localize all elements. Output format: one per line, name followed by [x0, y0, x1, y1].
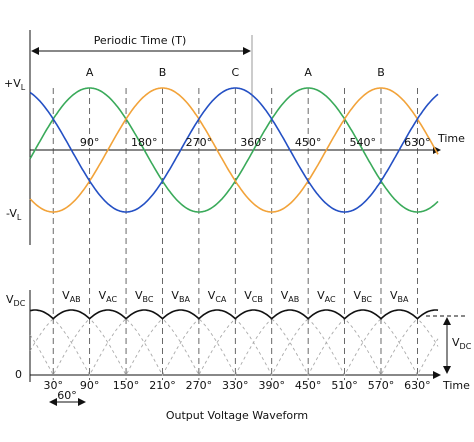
bottom-tick-label: 330°	[222, 379, 249, 392]
top-tick-label: 630°	[404, 136, 431, 149]
segment-label: VAB	[62, 289, 81, 304]
bottom-tick-label: 510°	[331, 379, 358, 392]
top-tick-label: 270°	[186, 136, 213, 149]
bottom-tick-label: 570°	[368, 379, 395, 392]
bottom-tick-label: 270°	[186, 379, 213, 392]
phase-wave	[29, 87, 439, 213]
y-neg-label-sub: L	[17, 213, 22, 222]
segment-label: VAC	[317, 289, 336, 304]
segment-label-main: V	[62, 289, 70, 302]
y-pos-label: +VL	[4, 77, 26, 92]
segment-label-main: V	[390, 289, 398, 302]
segment-label-sub: BC	[143, 295, 154, 304]
line-voltage-wave	[30, 309, 439, 376]
y-top-label-main: V	[6, 293, 14, 306]
dc-label-sub: DC	[460, 342, 472, 351]
phase-wave	[29, 87, 439, 213]
segment-label: VCB	[244, 289, 263, 304]
phase-label: B	[377, 66, 385, 79]
bottom-tick-label: 150°	[113, 379, 140, 392]
line-voltage-wave	[29, 309, 439, 376]
bottom-tick-label: 390°	[258, 379, 285, 392]
y-neg-label-main: -V	[6, 207, 17, 220]
segment-label-sub: BA	[397, 295, 408, 304]
phase-label: C	[231, 66, 239, 79]
segment-label-sub: AB	[288, 295, 299, 304]
phase-wave	[29, 87, 439, 213]
caption: Output Voltage Waveform	[166, 409, 308, 422]
segment-label-sub: CB	[252, 295, 263, 304]
segment-label-sub: AC	[106, 295, 117, 304]
bottom-tick-label: 630°	[404, 379, 431, 392]
bottom-tick-label: 30°	[43, 379, 63, 392]
segment-label: VBA	[171, 289, 190, 304]
bottom-tick-label: 210°	[149, 379, 176, 392]
bottom-tick-label: 450°	[295, 379, 322, 392]
y-top-label-sub: DC	[14, 299, 26, 308]
top-tick-label: 540°	[350, 136, 377, 149]
y-pos-label-main: +V	[4, 77, 21, 90]
line-voltage-wave	[29, 309, 439, 376]
period-label: Periodic Time (T)	[94, 34, 187, 47]
segment-label: VBA	[390, 289, 409, 304]
bottom-tick-label: 90°	[80, 379, 100, 392]
top-axis-label: Time	[437, 132, 465, 145]
phase-label: A	[304, 66, 312, 79]
zero-label: 0	[15, 368, 22, 381]
bottom-axis-label: Time	[442, 379, 470, 392]
segment-label-sub: CA	[215, 295, 227, 304]
segment-label: VAC	[99, 289, 118, 304]
segment-label: VBC	[354, 289, 373, 304]
segment-label-sub: AC	[325, 295, 336, 304]
segment-label-main: V	[317, 289, 325, 302]
segment-label-main: V	[99, 289, 107, 302]
dc-label: VDC	[452, 336, 472, 351]
segment-label-sub: BA	[179, 295, 190, 304]
top-tick-label: 360°	[240, 136, 267, 149]
interval-label: 60°	[57, 389, 77, 402]
top-tick-label: 90°	[80, 136, 100, 149]
segment-label-sub: AB	[70, 295, 81, 304]
dc-ripple	[29, 309, 439, 320]
segment-label-main: V	[354, 289, 362, 302]
top-tick-label: 450°	[295, 136, 322, 149]
segment-label-main: V	[171, 289, 179, 302]
y-pos-label-sub: L	[21, 83, 26, 92]
segment-label-main: V	[281, 289, 289, 302]
top-tick-label: 180°	[131, 136, 158, 149]
segment-label: VCA	[208, 289, 227, 304]
segment-label: VAB	[281, 289, 300, 304]
segment-label-sub: BC	[361, 295, 372, 304]
phase-label: B	[159, 66, 167, 79]
dc-label-main: V	[452, 336, 460, 349]
phase-label: A	[86, 66, 94, 79]
segment-label-main: V	[135, 289, 143, 302]
segment-label-main: V	[244, 289, 252, 302]
segment-label: VBC	[135, 289, 154, 304]
segment-label-main: V	[208, 289, 216, 302]
y-neg-label: -VL	[6, 207, 22, 222]
y-top-label: VDC	[6, 293, 26, 308]
